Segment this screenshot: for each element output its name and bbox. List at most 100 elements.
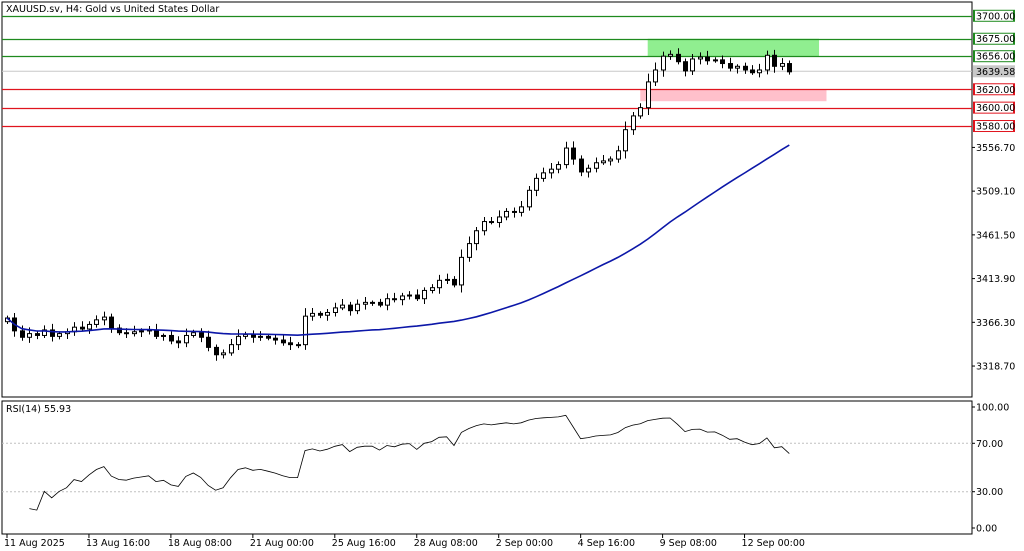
candle-body	[497, 216, 502, 223]
candle-body	[184, 334, 189, 344]
candle-body	[303, 315, 308, 346]
time-tick-label: 21 Aug 00:00	[250, 538, 314, 549]
rsi-tick-label: 30.00	[976, 487, 1003, 498]
candle-body	[638, 107, 643, 117]
candle-body	[161, 334, 166, 337]
candle-body	[333, 307, 338, 313]
candle-body	[720, 59, 725, 65]
candle-body	[504, 210, 509, 218]
candle-body	[452, 278, 457, 286]
candle-body	[139, 330, 144, 333]
candle-body	[616, 150, 621, 160]
candle-body	[735, 65, 740, 69]
candle-body	[273, 337, 278, 341]
candle-body	[527, 189, 532, 208]
candle-body	[340, 304, 345, 309]
candle-body	[571, 147, 576, 160]
highlight-zone	[640, 89, 827, 102]
candle-body	[325, 311, 330, 316]
candle-body	[772, 54, 777, 67]
candle-body	[482, 221, 487, 232]
current-price-box	[973, 65, 1015, 78]
time-tick-label: 25 Aug 16:00	[332, 538, 396, 549]
candle-body	[57, 333, 62, 337]
candle-body	[608, 158, 613, 162]
candle-body	[169, 334, 174, 342]
zones-layer	[640, 38, 827, 102]
level-label-bg	[975, 10, 1013, 21]
candle-body	[266, 335, 271, 339]
candle-body	[668, 53, 673, 57]
candle-body	[370, 301, 375, 304]
candle-body	[743, 65, 748, 71]
candle-body	[400, 295, 405, 301]
candle-body	[229, 344, 234, 354]
candle-body	[459, 256, 464, 286]
candle-body	[690, 58, 695, 72]
level-label-bg	[975, 121, 1013, 132]
time-tick-label: 11 Aug 2025	[4, 538, 65, 549]
rsi-layer	[2, 414, 972, 511]
candle-body	[296, 344, 301, 347]
candle-body	[519, 206, 524, 213]
time-tick-label: 12 Sep 00:00	[742, 538, 805, 549]
candle-body	[713, 59, 718, 62]
candle-body	[601, 160, 606, 164]
candle-body	[430, 287, 435, 291]
level-label: 3580.00	[976, 122, 1015, 133]
price-tick-label: 3509.10	[976, 187, 1015, 198]
candle-body	[787, 63, 792, 73]
candle-body	[780, 63, 785, 67]
candle-body	[445, 278, 450, 281]
price-tick-label: 3318.70	[976, 362, 1015, 373]
candle-body	[728, 63, 733, 69]
rsi-line	[29, 414, 790, 511]
candle-body	[474, 230, 479, 245]
candle-body	[199, 332, 204, 338]
level-label: 3620.00	[976, 85, 1015, 96]
price-tick-label: 3556.70	[976, 143, 1015, 154]
candle-body	[206, 336, 211, 348]
level-label-bg	[975, 84, 1013, 95]
rsi-tick-label: 100.00	[976, 403, 1009, 414]
current-price-label: 3639.58	[976, 67, 1015, 78]
candle-body	[549, 168, 554, 174]
time-tick-label: 4 Sep 16:00	[578, 538, 635, 549]
candle-body	[102, 316, 107, 321]
candle-body	[437, 279, 442, 289]
time-tick-label: 28 Aug 08:00	[414, 538, 478, 549]
candle-body	[392, 298, 397, 301]
candle-body	[385, 298, 390, 306]
candle-body	[251, 334, 256, 338]
candle-body	[579, 158, 584, 173]
candle-body	[221, 352, 226, 356]
candle-body	[661, 55, 666, 71]
chart-title: XAUUSD.sv, H4: Gold vs United States Dol…	[6, 4, 219, 15]
candle-body	[310, 312, 315, 317]
candle-body	[288, 342, 293, 346]
rsi-label: RSI(14) 55.93	[6, 404, 71, 415]
candle-body	[676, 53, 681, 63]
candle-body	[415, 294, 420, 300]
time-tick-label: 18 Aug 08:00	[168, 538, 232, 549]
candle-body	[623, 129, 628, 152]
candle-body	[646, 81, 651, 109]
rsi-tick-label: 70.00	[976, 439, 1003, 450]
price-tick-label: 3461.50	[976, 230, 1015, 241]
candle-body	[556, 164, 561, 170]
candle-body	[281, 339, 286, 344]
axis-layer: 3556.70 3509.10 3461.50 3413.90 3366.30 3318.…	[4, 9, 1015, 549]
candle-body	[407, 294, 412, 297]
candle-body	[258, 335, 263, 338]
candle-body	[87, 323, 92, 330]
levels-layer	[2, 15, 972, 128]
candle-body	[348, 304, 353, 312]
time-tick-label: 9 Sep 08:00	[660, 538, 717, 549]
candle-body	[467, 243, 472, 258]
candle-body	[176, 340, 181, 344]
time-tick-label: 2 Sep 00:00	[496, 538, 553, 549]
price-tick-label: 3413.90	[976, 274, 1015, 285]
candle-body	[318, 312, 323, 316]
level-label-bg	[975, 33, 1013, 44]
